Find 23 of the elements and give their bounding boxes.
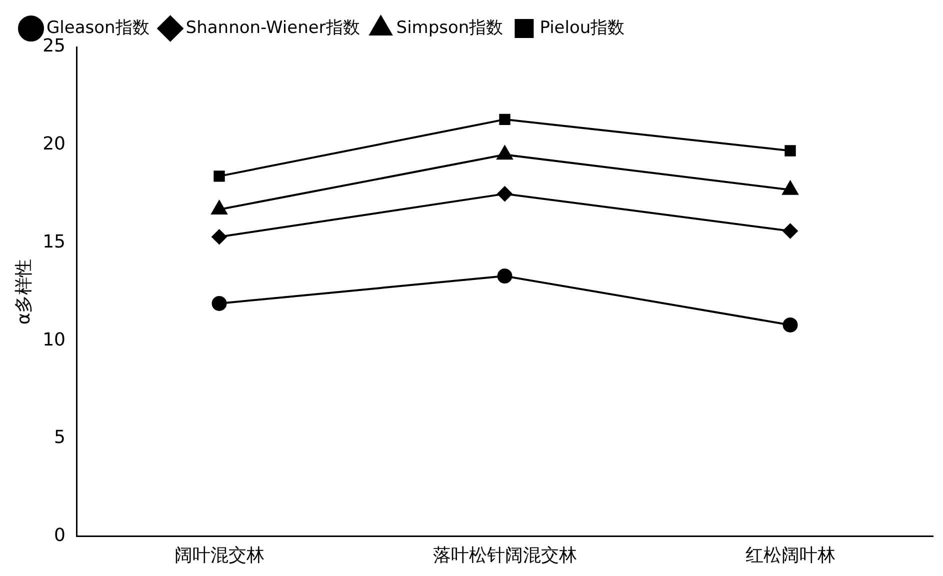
legend-label: Simpson指数 <box>396 18 504 38</box>
y-tick-label: 15 <box>42 231 66 252</box>
point <box>212 296 227 311</box>
point <box>497 186 512 202</box>
point <box>214 170 225 182</box>
point <box>782 224 798 239</box>
point <box>212 229 227 244</box>
x-tick-label: 红松阔叶林 <box>745 544 836 566</box>
y-axis-title: α多样性 <box>13 258 34 325</box>
legend-label: Gleason指数 <box>46 18 150 38</box>
y-tick-label: 25 <box>42 36 66 57</box>
y-tick-label: 0 <box>54 525 66 546</box>
point <box>499 114 510 126</box>
legend-label: Pielou指数 <box>540 18 625 38</box>
x-tick-label: 阔叶混交林 <box>174 544 264 566</box>
x-tick-label: 落叶松针阔混交林 <box>432 544 577 566</box>
y-tick-label: 10 <box>42 329 66 350</box>
point <box>782 317 798 332</box>
legend-label: Shannon-Wiener指数 <box>186 18 360 38</box>
point <box>497 268 512 284</box>
y-tick-label: 5 <box>54 427 66 448</box>
point <box>784 145 796 156</box>
y-tick-label: 20 <box>42 134 66 155</box>
